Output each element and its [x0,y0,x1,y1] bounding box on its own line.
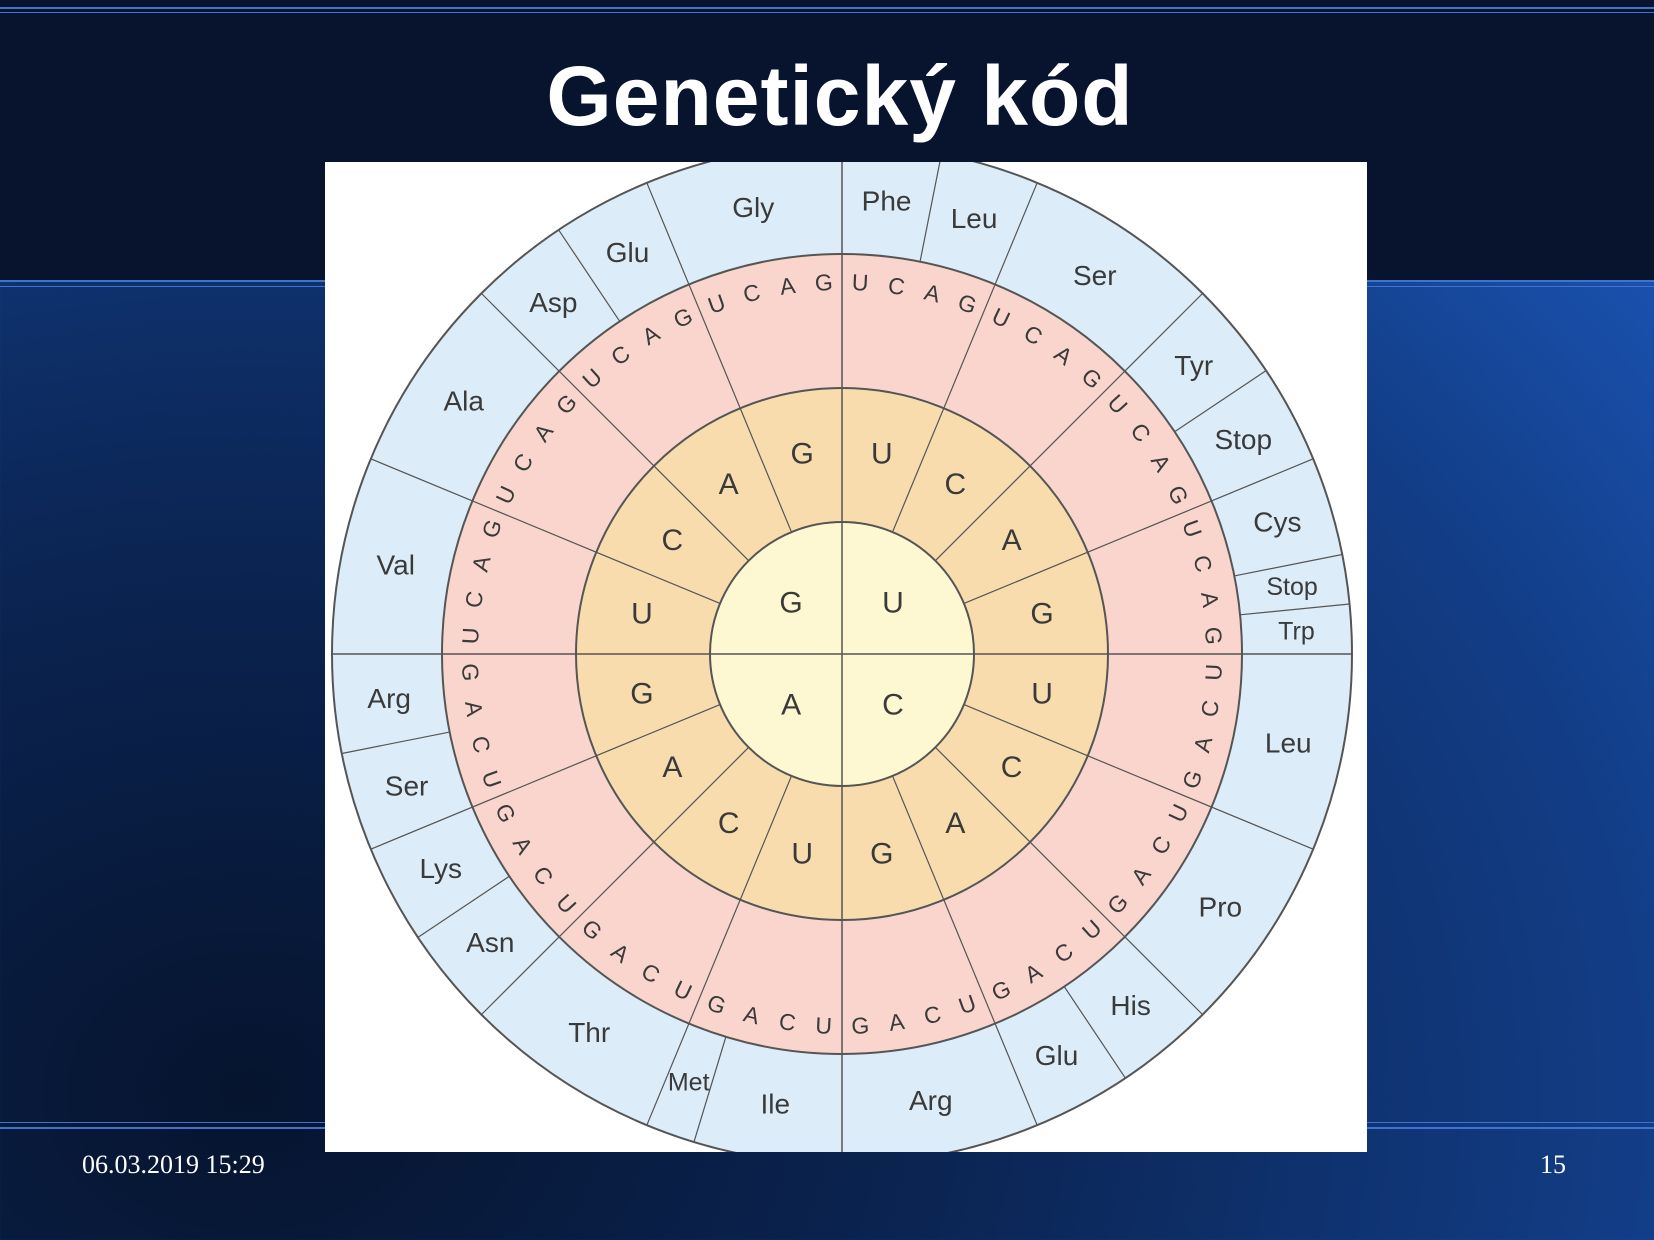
slide-title: Genetický kód [546,49,1134,143]
second-base-label: C [1001,751,1023,784]
divider-second-base [963,703,1314,850]
divider-second-base [480,746,750,1016]
divider-amino-acid [1063,986,1126,1079]
amino-acid-label: Gly [732,192,774,223]
divider-amino-acid [1240,603,1350,616]
third-base-label: G [1200,626,1227,645]
second-base-label: A [1002,524,1022,557]
third-base-label: A [887,1008,907,1036]
second-base-label: G [870,838,893,871]
divider-second-base [963,458,1314,605]
second-base-label: U [871,437,893,470]
divider-second-base [934,746,1204,1016]
divider-amino-acid [341,731,450,755]
amino-acid-label: Stop [1266,573,1317,601]
third-base-label: G [851,1012,870,1039]
third-base-label: U [1200,663,1227,681]
third-base-label: C [460,589,488,609]
third-base-label: G [814,269,833,296]
amino-acid-label: His [1110,990,1150,1021]
amino-acid-label: Asp [529,287,577,318]
amino-acid-label: Lys [419,853,462,884]
third-base-label: G [457,663,484,682]
third-base-label: A [1188,733,1217,755]
divider-second-base [480,292,750,562]
amino-acid-label: Met [668,1068,710,1096]
divider-amino-acid [693,1036,727,1143]
second-base-label: U [1031,677,1053,710]
divider-amino-acid [1234,553,1343,577]
third-base-label: A [741,1000,763,1029]
amino-acid-label: Cys [1253,506,1301,537]
third-base-label: A [922,279,944,308]
second-base-label: C [662,524,684,557]
amino-acid-label: Trp [1278,618,1315,646]
header-top-line-thin [0,12,1654,13]
amino-acid-label: Thr [568,1017,610,1048]
page-number: 15 [1540,1150,1566,1179]
third-base-label: C [467,733,496,755]
third-base-label: C [1188,552,1217,574]
divider-amino-acid [558,229,621,322]
third-base-label: C [740,279,762,308]
first-base-label: G [779,587,802,620]
first-base-label: U [882,587,904,620]
third-base-label: C [1196,698,1224,718]
second-base-label: G [791,437,814,470]
amino-acid-label: Ser [1073,260,1117,291]
divider-second-base [646,775,793,1126]
third-base-label: U [815,1012,833,1039]
third-base-label: C [886,272,906,300]
second-base-label: C [718,807,740,840]
divider-amino-acid [417,875,510,938]
divider-second-base [646,182,793,533]
second-base-label: U [791,838,813,871]
amino-acid-label: Pro [1199,891,1243,922]
amino-acid-label: Arg [367,683,411,714]
amino-acid-label: Stop [1214,424,1272,455]
amino-acid-label: Ser [385,771,429,802]
amino-acid-label: Ile [760,1089,790,1120]
amino-acid-label: Arg [909,1085,953,1116]
amino-acid-label: Tyr [1174,350,1213,381]
amino-acid-label: Asn [466,927,514,958]
amino-acid-label: Glu [1035,1040,1079,1071]
footer-date: 06.03.2019 15:29 [82,1150,265,1179]
third-base-label: C [777,1008,797,1036]
second-base-label: G [630,677,653,710]
amino-acid-label: Ala [443,386,484,417]
amino-acid-label: Phe [862,186,912,217]
third-base-label: C [921,1000,943,1029]
amino-acid-label: Val [377,550,415,581]
divider-second-base [934,292,1204,562]
first-base-label: A [781,688,801,721]
second-base-label: U [631,598,653,631]
amino-acid-label: Leu [1265,727,1312,758]
first-base-label: C [882,688,904,721]
divider-second-base [891,775,1038,1126]
third-base-label: A [460,699,488,719]
second-base-label: A [945,807,965,840]
divider-second-base [891,182,1038,533]
second-base-label: A [662,751,682,784]
third-base-label: U [457,627,484,645]
header-top-line [0,7,1654,9]
amino-acid-label: Glu [606,237,650,268]
third-base-label: A [467,552,496,574]
divider-amino-acid [1174,370,1267,433]
third-base-label: U [851,269,869,296]
second-base-label: A [719,468,739,501]
third-base-label: A [1196,590,1224,610]
amino-acid-label: Leu [951,203,998,234]
divider-second-base [370,458,721,605]
second-base-label: C [945,468,967,501]
second-base-label: G [1030,598,1053,631]
divider-second-base [370,703,721,850]
divider-amino-acid [919,162,941,262]
third-base-label: A [778,272,798,300]
